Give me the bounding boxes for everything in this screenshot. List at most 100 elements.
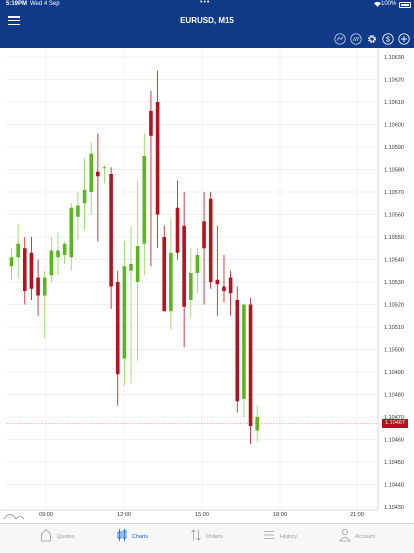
candle[interactable] [162,225,167,312]
tab-account-label: Account [355,534,375,540]
tab-account[interactable]: Account [339,527,414,551]
y-tick-label: 1.10490 [384,370,404,376]
candle[interactable] [56,232,60,276]
candle-body [69,207,74,258]
candle[interactable] [142,133,147,276]
candle[interactable] [42,270,47,339]
candle[interactable] [135,180,140,361]
chart-toolbar: $ [0,28,414,48]
candle[interactable] [175,180,180,260]
candle[interactable] [208,192,213,289]
candle[interactable] [255,405,259,442]
candle-body [42,277,47,296]
candle-body [188,273,193,300]
candle[interactable] [89,142,93,215]
candle[interactable] [96,133,100,242]
indicator-icon[interactable] [334,32,346,45]
hamburger-menu-icon[interactable] [8,16,20,26]
candle[interactable] [248,297,253,444]
candle[interactable] [188,248,193,318]
candle-body [122,266,127,359]
dollar-icon[interactable]: $ [382,32,394,45]
candle[interactable] [115,270,120,406]
candle[interactable] [102,165,107,183]
candle[interactable] [49,237,54,282]
candle-body [89,153,93,192]
candle[interactable] [182,192,186,348]
candle[interactable] [149,90,153,267]
candle[interactable] [228,270,233,316]
tab-charts[interactable]: Charts [116,527,198,551]
candle-body [222,286,226,291]
candle[interactable] [122,241,127,386]
tab-orders[interactable]: Orders [190,527,272,551]
candle[interactable] [69,203,74,271]
candle-body [242,304,246,399]
candle[interactable] [195,248,200,294]
x-tick-label: 12:00 [117,512,131,518]
candle-body [62,243,67,255]
y-tick-label: 1.10460 [384,438,404,444]
candle[interactable] [29,237,34,300]
history-list-icon [263,528,285,546]
candle-body [155,102,160,215]
y-tick-label: 1.10620 [384,78,404,84]
candle[interactable] [215,225,220,316]
candle[interactable] [202,192,206,305]
chart-scroll-icon[interactable] [3,514,25,520]
y-tick-label: 1.10440 [384,483,404,489]
tab-history[interactable]: History [263,527,345,551]
battery-percent: 100% [381,1,397,7]
y-tick-label: 1.10540 [384,258,404,264]
candle[interactable] [36,259,40,316]
candle[interactable] [169,219,173,330]
multitask-dots[interactable]: ••• [200,0,211,6]
tab-quotes[interactable]: Quotes [40,527,122,551]
candle-body [162,237,167,312]
candlestick-chart-svg[interactable]: 1.10630 1.10620 1.10610 1.10600 1.10590 1.105… [0,48,414,523]
candle[interactable] [222,255,226,303]
candle-body [76,205,80,217]
candle-body [202,221,206,249]
candle-body [16,243,20,258]
x-tick-label: 09:00 [39,512,53,518]
candle[interactable] [9,248,14,280]
candle[interactable] [76,192,80,240]
candle[interactable] [62,241,67,265]
candle[interactable] [242,304,246,418]
candle-body [36,277,40,296]
y-tick-label: 1.10630 [384,55,404,61]
wifi-icon [374,1,381,9]
candle-body [182,225,186,307]
candle-body [115,282,120,375]
candle-body [248,304,253,426]
settings-gear-icon[interactable] [366,32,378,44]
y-tick-label: 1.10480 [384,393,404,399]
objects-icon[interactable] [350,32,362,45]
status-date: Wed 4 Sep [30,1,60,7]
candle-body [235,300,240,402]
y-tick-label: 1.10580 [384,168,404,174]
charts-candles-icon [116,528,138,546]
candle[interactable] [109,167,113,309]
y-tick-label: 1.10570 [384,190,404,196]
candle-body [49,250,54,276]
y-tick-label: 1.10510 [384,325,404,331]
window-title: EURUSD, M15 [180,16,234,25]
candle-body [82,189,87,204]
candle[interactable] [16,223,20,278]
candle[interactable] [155,70,160,249]
price-chart[interactable]: 1.10630 1.10620 1.10610 1.10600 1.10590 1.105… [0,48,414,523]
candle-body [109,174,113,287]
candle-body [228,277,233,294]
candle[interactable] [235,286,240,413]
candle[interactable] [22,237,27,305]
plus-icon[interactable] [398,32,410,45]
y-tick-label: 1.10530 [384,280,404,286]
y-tick-label: 1.10550 [384,235,404,241]
current-price-tag: 1.10467 [382,419,408,429]
candle[interactable] [82,158,87,231]
candle-body [22,248,27,291]
y-tick-label: 1.10500 [384,348,404,354]
candle[interactable] [129,225,133,384]
